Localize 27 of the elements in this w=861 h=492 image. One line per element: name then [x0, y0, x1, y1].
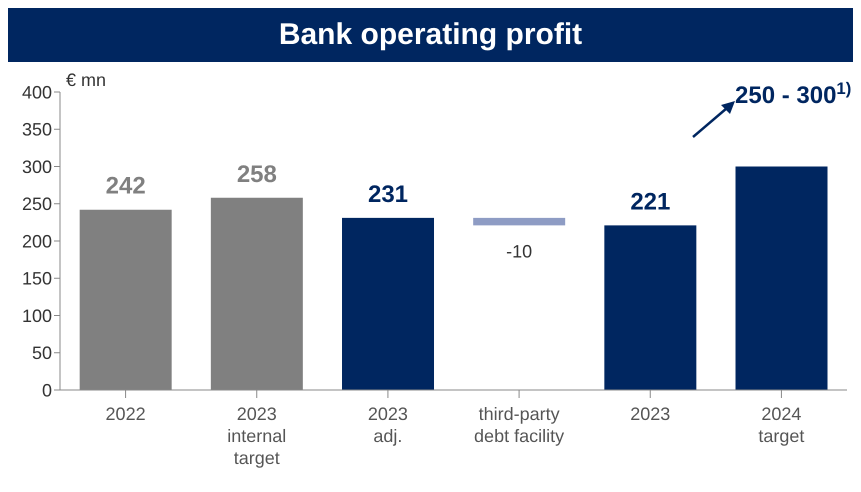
x-tick-label: 2024 target	[758, 404, 804, 446]
y-tick-label: 100	[22, 306, 52, 326]
y-tick-label: 300	[22, 156, 52, 177]
bar	[604, 225, 696, 390]
y-tick-label: 250	[22, 194, 52, 214]
data-label: 231	[368, 180, 408, 208]
x-tick-label: 2022	[106, 404, 146, 424]
y-tick-label: 200	[22, 231, 52, 252]
y-axis-title: € mn	[66, 70, 106, 90]
y-tick-label: 150	[22, 268, 52, 289]
y-tick-label: 0	[42, 380, 52, 400]
y-tick-label: 50	[32, 343, 52, 364]
annotation: 250 - 300$^{1)}$	[735, 78, 852, 108]
data-label: 221	[630, 188, 670, 216]
data-label: 258	[236, 160, 277, 188]
y-tick-label: 400	[22, 82, 52, 102]
x-tick-label: 2023	[630, 404, 670, 424]
x-tick-label: 2023 internal target	[227, 404, 286, 468]
data-label: -10	[506, 241, 532, 262]
x-tick-label: 2023 adj.	[368, 404, 408, 446]
data-label: 242	[106, 172, 146, 200]
bar	[342, 218, 434, 390]
bar	[473, 218, 566, 226]
chart-title: Bank operating profit	[278, 18, 582, 52]
x-tick-label: third-party debt facility	[474, 404, 564, 446]
bar	[736, 166, 828, 390]
y-tick-label: 350	[22, 120, 52, 140]
